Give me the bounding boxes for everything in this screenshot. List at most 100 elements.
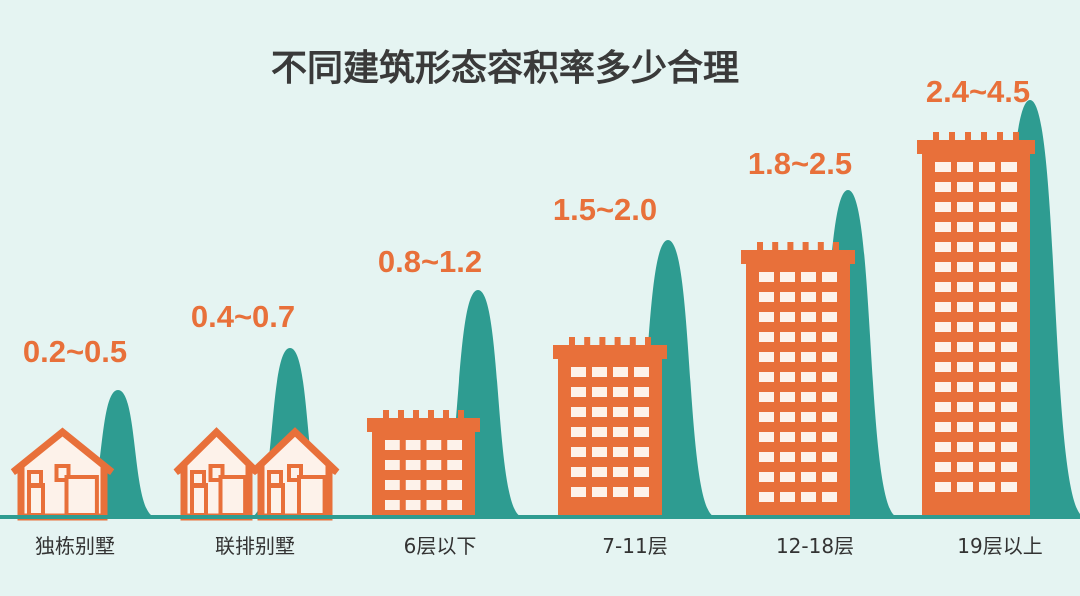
window [822, 452, 837, 462]
window [801, 312, 816, 322]
window [405, 440, 421, 450]
window [592, 447, 607, 457]
window [957, 162, 973, 172]
crenel [443, 410, 449, 420]
window [780, 452, 795, 462]
crenel [1013, 132, 1019, 142]
window [957, 462, 973, 472]
window [780, 332, 795, 342]
window [979, 322, 995, 332]
window [759, 312, 774, 322]
window [957, 382, 973, 392]
window [979, 482, 995, 492]
window [935, 482, 951, 492]
window [447, 500, 462, 510]
window [822, 352, 837, 362]
window [54, 464, 71, 482]
window [935, 322, 951, 332]
window [759, 272, 774, 282]
crenel [772, 242, 779, 252]
window [1001, 362, 1017, 372]
window [208, 464, 225, 482]
window [592, 427, 607, 437]
window [385, 480, 400, 490]
category-label: 19层以上 [957, 534, 1042, 558]
window [780, 492, 795, 502]
window [1001, 222, 1017, 232]
window [822, 332, 837, 342]
range-label: 1.8~2.5 [748, 146, 852, 181]
window [979, 282, 995, 292]
window [759, 372, 774, 382]
window [780, 312, 795, 322]
window [979, 242, 995, 252]
roof [741, 250, 855, 264]
window [385, 440, 400, 450]
window [957, 222, 973, 232]
window [405, 460, 421, 470]
window [1001, 422, 1017, 432]
window [957, 282, 973, 292]
window [801, 392, 816, 402]
roof [367, 418, 480, 432]
window [426, 480, 442, 490]
window [613, 427, 628, 437]
window [957, 482, 973, 492]
window [634, 447, 649, 457]
window [979, 162, 995, 172]
window [613, 467, 628, 477]
range-label: 0.2~0.5 [23, 334, 127, 369]
window [1001, 322, 1017, 332]
window [801, 332, 816, 342]
crenel [645, 337, 651, 347]
window [759, 432, 774, 442]
window [780, 472, 795, 482]
window [957, 322, 973, 332]
window [979, 302, 995, 312]
garage [297, 475, 327, 517]
window [780, 372, 795, 382]
window [979, 262, 995, 272]
window [405, 480, 421, 490]
window [613, 367, 628, 377]
range-label: 1.5~2.0 [553, 192, 657, 227]
window [759, 392, 774, 402]
window [759, 292, 774, 302]
window [957, 182, 973, 192]
window [592, 407, 607, 417]
window [592, 487, 607, 497]
window [571, 407, 586, 417]
window [1001, 202, 1017, 212]
crenel [787, 242, 794, 252]
crenel [599, 337, 606, 347]
window [1001, 382, 1017, 392]
window [935, 382, 951, 392]
crenel [997, 132, 1003, 142]
window [979, 362, 995, 372]
window [592, 367, 607, 377]
window [935, 342, 951, 352]
window [957, 342, 973, 352]
window [822, 432, 837, 442]
window [801, 412, 816, 422]
crenel [802, 242, 809, 252]
window [634, 407, 649, 417]
window [592, 467, 607, 477]
window [759, 452, 774, 462]
window [979, 182, 995, 192]
window [801, 372, 816, 382]
window [571, 487, 586, 497]
window [957, 202, 973, 212]
roof [553, 345, 667, 359]
crenel [949, 132, 955, 142]
window [780, 412, 795, 422]
window [759, 412, 774, 422]
crenel [428, 410, 434, 420]
window [571, 427, 586, 437]
window [634, 427, 649, 437]
crenel [833, 242, 839, 252]
window [957, 362, 973, 372]
window [759, 332, 774, 342]
window [935, 282, 951, 292]
